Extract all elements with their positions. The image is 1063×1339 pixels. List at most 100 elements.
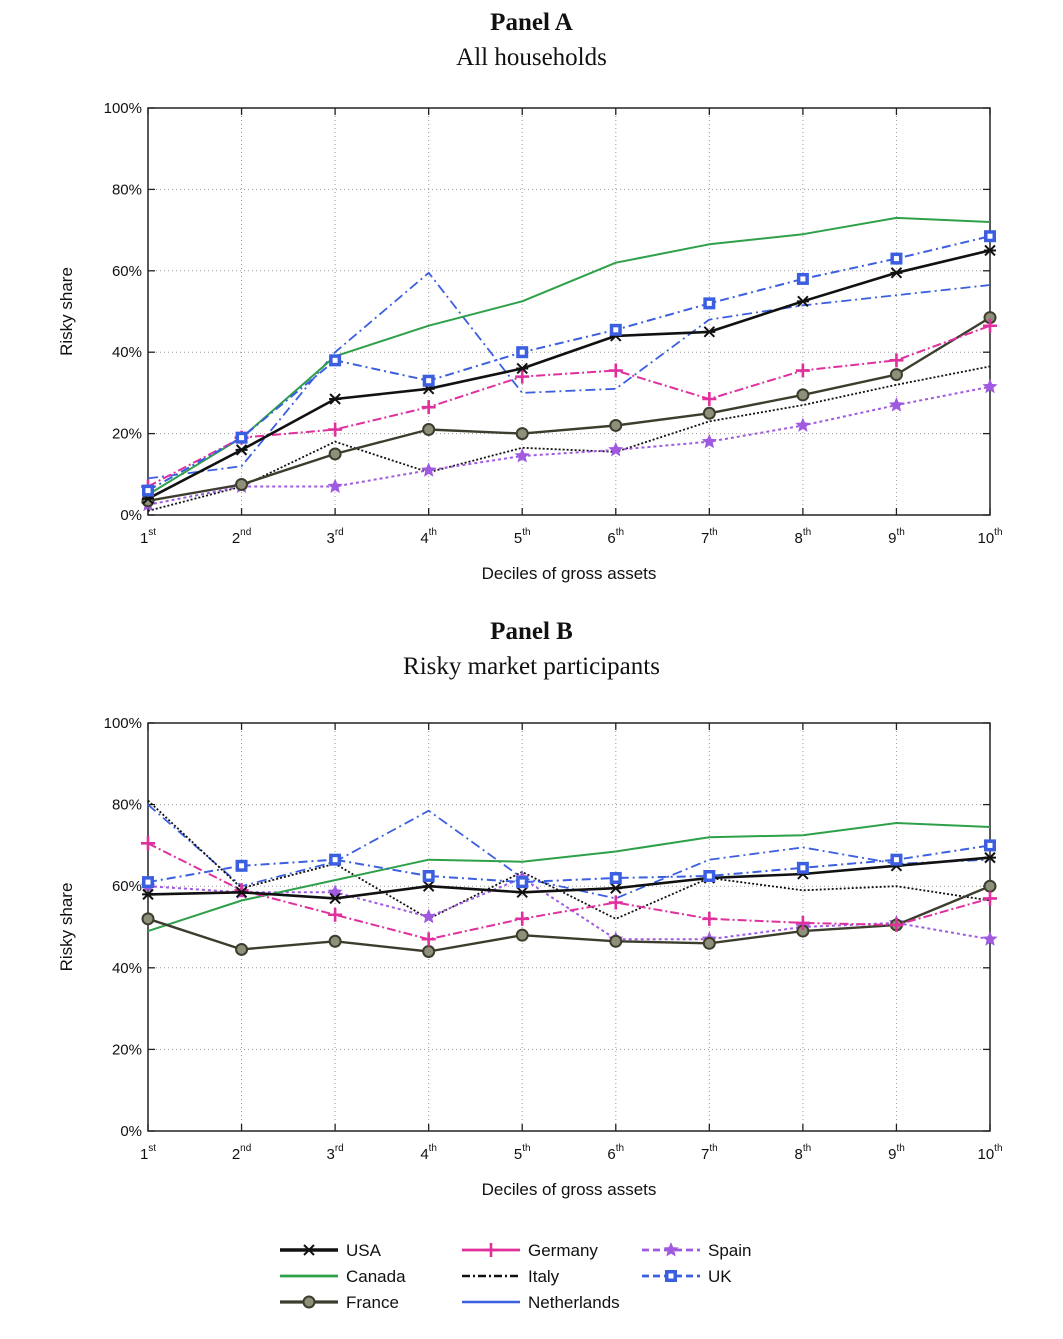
panel-b-ytick-label: 80% xyxy=(112,797,142,814)
panel-b-point-germany xyxy=(328,907,343,922)
panel-b-series-uk xyxy=(147,844,991,884)
panel-a-series-germany xyxy=(147,324,991,488)
panel-b-point-uk-inner xyxy=(145,879,151,885)
panel-a-xtick-label: 4th xyxy=(420,527,437,547)
panel-b-subtitle: Risky market participants xyxy=(403,653,660,680)
panel-b-series-france xyxy=(147,885,991,953)
panel-a-point-france xyxy=(609,418,623,432)
panel-b-xtick-label: 9th xyxy=(888,1143,905,1163)
panel-a-point-spain xyxy=(888,397,905,412)
panel-a-ytick-label: 0% xyxy=(120,507,142,524)
panel-b-point-france xyxy=(235,942,249,956)
panel-a-point-usa xyxy=(235,444,248,456)
legend-label-spain: Spain xyxy=(708,1241,751,1260)
panel-a-y-axis-label: Risky share xyxy=(57,267,76,356)
panel-a-ytick-label: 20% xyxy=(112,426,142,443)
panel-a-xtick-label: 3rd xyxy=(326,527,343,547)
panel-a-point-usa xyxy=(796,295,809,308)
panel-b-point-usa xyxy=(142,888,154,901)
legend-marker-spain xyxy=(663,1242,679,1257)
panel-a-point-germany xyxy=(515,369,530,384)
panel-b-point-uk-inner xyxy=(332,857,338,863)
panel-b-point-usa xyxy=(329,892,342,905)
panel-a-point-uk-inner xyxy=(800,276,806,282)
panel-a-point-spain xyxy=(608,441,624,457)
panel-a-xtick-label: 7th xyxy=(701,527,718,547)
panel-a-point-usa xyxy=(329,393,342,405)
panel-b-point-usa xyxy=(235,886,248,899)
panel-a-point-spain xyxy=(795,417,811,432)
panel-a-xtick-label: 2nd xyxy=(232,527,251,547)
panel-a-point-uk-inner xyxy=(987,233,993,239)
legend-marker-uk-inner xyxy=(668,1273,674,1279)
panel-b-ytick-label: 100% xyxy=(104,715,142,732)
panel-b-point-germany xyxy=(515,911,530,926)
panel-a-point-uk-inner xyxy=(893,256,899,262)
panel-b-xtick-label: 10th xyxy=(977,1143,1002,1163)
panel-b-point-uk-inner xyxy=(519,879,525,885)
panel-b-x-axis-label: Deciles of gross assets xyxy=(482,1180,657,1199)
panel-b-ytick-label: 40% xyxy=(112,960,142,977)
panel-a-ytick-label: 40% xyxy=(112,344,142,361)
panel-a-point-germany xyxy=(608,363,623,378)
panel-b-point-france xyxy=(609,934,623,948)
legend-label-netherlands: Netherlands xyxy=(528,1293,620,1312)
panel-b-series-italy xyxy=(147,799,991,920)
panel-b-point-germany xyxy=(141,836,155,851)
panel-b-point-usa xyxy=(422,880,435,892)
panel-b-point-france xyxy=(328,934,342,948)
panel-a-chart: 0% 20% 40% 60% 80% 100% 1st 2nd 3rd 4th 5th 6th 7th 8… xyxy=(57,100,1003,583)
panel-b-point-france xyxy=(422,944,436,958)
panel-a-point-usa xyxy=(703,326,716,338)
panel-a-ytick-label: 80% xyxy=(112,181,142,198)
panel-a-point-spain xyxy=(701,433,717,449)
panel-a-series-usa xyxy=(147,249,991,500)
panel-b-xtick-label: 2nd xyxy=(232,1143,251,1163)
panel-b-xtick-label: 6th xyxy=(607,1143,624,1163)
panel-a-point-uk-inner xyxy=(332,357,338,363)
panel-a-point-france xyxy=(889,368,903,382)
panel-b-xtick-label: 3rd xyxy=(326,1143,343,1163)
panel-b-xtick-label: 1st xyxy=(140,1143,156,1163)
panel-b-xtick-label: 8th xyxy=(795,1143,812,1163)
panel-b-point-uk-inner xyxy=(239,863,245,869)
panel-a-plot-frame xyxy=(147,107,991,516)
panel-a-point-france xyxy=(422,423,436,437)
panel-a-point-spain xyxy=(514,447,530,463)
panel-b-series-usa xyxy=(147,856,991,900)
panel-a-xtick-label: 8th xyxy=(795,527,812,547)
panel-b-point-usa xyxy=(984,851,996,864)
panel-b-point-germany xyxy=(608,895,623,910)
panel-a-xtick-label: 1st xyxy=(140,527,156,547)
panel-b-point-france xyxy=(983,879,997,893)
panel-b-xtick-label: 4th xyxy=(420,1143,437,1163)
panel-b-ytick-label: 0% xyxy=(120,1123,142,1140)
panel-a-series-france xyxy=(147,316,991,502)
panel-b-point-uk-inner xyxy=(613,875,619,881)
panel-a-ytick-label: 100% xyxy=(104,100,142,117)
panel-b-point-france xyxy=(141,912,155,926)
panel-b-point-germany xyxy=(421,932,436,947)
panel-b-point-uk-inner xyxy=(426,873,432,879)
panel-b-point-uk-inner xyxy=(706,873,712,879)
panel-b-series-germany xyxy=(147,842,991,941)
panel-a-point-germany xyxy=(983,318,997,333)
panel-b-point-spain xyxy=(421,908,437,924)
panel-b-plot-frame xyxy=(147,722,991,1132)
panel-b-y-axis-label: Risky share xyxy=(57,883,76,972)
panel-a-point-germany xyxy=(795,363,810,378)
panel-b-point-germany xyxy=(702,911,717,926)
panel-b-point-uk-inner xyxy=(800,865,806,871)
panel-b-ytick-label: 20% xyxy=(112,1041,142,1058)
panel-b-point-germany xyxy=(889,917,904,932)
panel-a-point-germany xyxy=(421,400,436,415)
panel-b-chart: 0% 20% 40% 60% 80% 100% 1st 2nd 3rd 4th 5th 6th 7th 8… xyxy=(57,715,1003,1199)
legend-marker-usa xyxy=(303,1244,315,1256)
panel-a-point-france xyxy=(235,477,249,491)
legend: USA Canada France Germany Italy Netherlands Sp… xyxy=(280,1241,751,1312)
panel-b-point-spain xyxy=(982,931,998,946)
panel-a-xtick-label: 10th xyxy=(977,527,1002,547)
panel-a-point-usa xyxy=(516,362,529,375)
panel-b-point-uk-inner xyxy=(987,842,993,848)
legend-label-france: France xyxy=(346,1293,399,1312)
